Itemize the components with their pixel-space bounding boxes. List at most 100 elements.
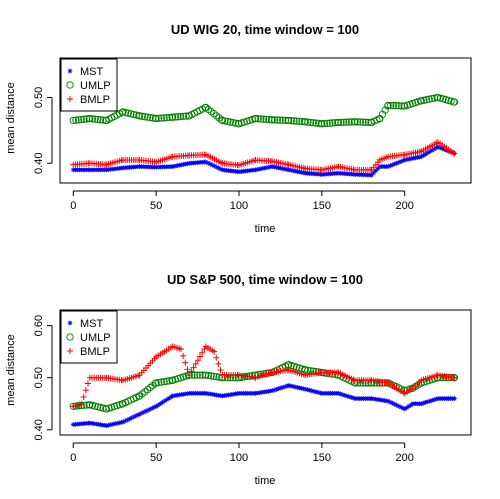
plus-marker (82, 387, 89, 394)
circle-marker (72, 116, 80, 124)
circle-marker (353, 118, 362, 126)
star-marker (396, 159, 402, 165)
star-marker (346, 394, 352, 400)
y-tick-label: 0.50 (33, 367, 45, 388)
star-marker (271, 164, 277, 170)
star-marker (313, 389, 319, 395)
circle-marker (155, 114, 163, 122)
star-marker (344, 393, 350, 399)
y-axis-label: mean distance (5, 334, 17, 406)
star-marker (425, 399, 431, 405)
x-tick-label: 0 (70, 200, 76, 212)
star-marker (338, 391, 343, 397)
star-marker (294, 169, 300, 174)
star-marker (152, 404, 158, 410)
star-marker (137, 411, 142, 417)
circle-marker (450, 98, 459, 106)
circle-marker (226, 118, 235, 126)
circle-marker (207, 372, 215, 380)
legend-label-mst: MST (80, 318, 104, 330)
star-marker (124, 417, 130, 423)
circle-marker (66, 333, 74, 341)
circle-marker (69, 116, 77, 125)
star-marker (160, 399, 165, 405)
x-tick-label: 150 (313, 452, 331, 464)
circle-marker (351, 118, 359, 126)
star-marker (104, 423, 109, 429)
star-marker (423, 399, 428, 405)
star-marker (116, 420, 122, 426)
star-marker (120, 419, 126, 425)
circle-marker (94, 403, 102, 411)
star-marker (404, 405, 410, 411)
circle-marker (77, 115, 85, 124)
star-marker (139, 410, 145, 416)
star-marker (385, 164, 391, 169)
star-marker (421, 400, 426, 406)
circle-marker (155, 378, 163, 387)
star-marker (336, 390, 341, 396)
plus-marker (199, 349, 206, 356)
plus-marker (451, 374, 458, 381)
star-marker (387, 399, 393, 405)
star-marker (205, 160, 211, 166)
x-tick-label: 0 (70, 452, 76, 464)
legend-box (60, 58, 118, 112)
star-marker (385, 398, 391, 404)
star-marker (429, 147, 435, 153)
star-marker (145, 407, 151, 413)
circle-marker (326, 119, 334, 127)
star-marker (259, 166, 265, 171)
plus-marker (186, 372, 193, 379)
star-marker (290, 168, 296, 174)
plus-marker (180, 352, 187, 359)
star-marker (278, 385, 284, 391)
y-axis-label: mean distance (5, 82, 17, 154)
star-marker (390, 162, 395, 168)
star-marker (392, 401, 397, 407)
legend-label-umlp: UMLP (80, 80, 111, 92)
star-marker (423, 151, 428, 157)
star-marker (257, 166, 263, 172)
legend: MST UMLP BMLP (60, 58, 118, 112)
plus-marker (215, 360, 222, 367)
star-marker (127, 416, 132, 422)
circle-marker (204, 371, 213, 380)
star-marker (292, 384, 298, 390)
star-marker (207, 161, 213, 167)
star-marker (404, 157, 410, 162)
circle-marker (290, 117, 298, 125)
circle-marker (157, 378, 166, 386)
star-marker (433, 396, 439, 402)
star-marker (183, 161, 189, 167)
star-marker (155, 402, 161, 408)
circle-marker (121, 108, 130, 117)
plus-marker (177, 346, 184, 353)
x-tick-label: 50 (150, 200, 162, 212)
panel-sp500: UD S&P 500, time window = 100 time mean … (5, 272, 472, 487)
star-marker (392, 161, 397, 167)
star-marker (307, 387, 312, 393)
star-marker (390, 400, 395, 406)
x-axis-label: time (255, 475, 276, 487)
star-marker (150, 405, 155, 411)
circle-marker (224, 117, 232, 126)
star-marker (176, 162, 182, 168)
legend-box (60, 310, 118, 364)
star-marker (297, 385, 302, 391)
circle-marker (425, 95, 433, 103)
star-marker (315, 390, 321, 395)
legend: MST UMLP BMLP (60, 310, 118, 364)
circle-marker (88, 115, 97, 123)
star-marker (418, 401, 424, 407)
star-marker (396, 403, 402, 409)
star-marker (253, 167, 258, 173)
star-marker (302, 386, 308, 392)
star-marker (214, 164, 220, 170)
circle-marker (193, 371, 201, 379)
circle-marker (141, 113, 149, 121)
chart-title: UD S&P 500, time window = 100 (167, 272, 363, 287)
star-marker (394, 402, 400, 408)
star-marker (431, 397, 437, 403)
